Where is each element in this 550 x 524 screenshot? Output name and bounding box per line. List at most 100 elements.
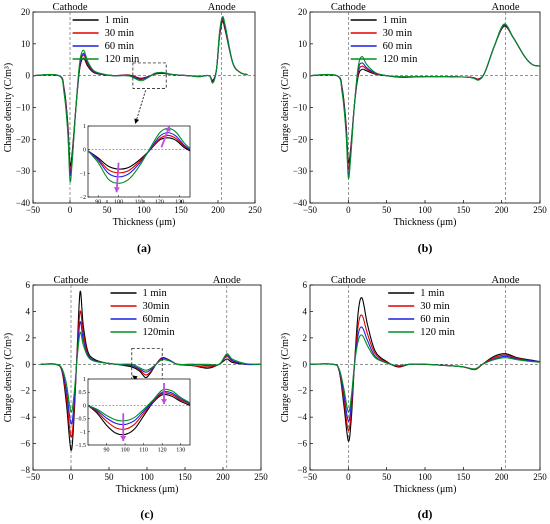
x-tick-label: 50: [105, 472, 115, 482]
legend-entry: 60 min: [383, 41, 413, 52]
x-tick-label: −50: [26, 205, 41, 215]
chart-panel-3: −50 0 50 100 150 200 250 −8 −6 −4 −2 0 2 4 6 Thickness …: [3, 275, 268, 521]
series-line-1min: [40, 290, 261, 451]
legend-entry: 120 min: [105, 54, 140, 65]
legend-entry: 1 min: [105, 15, 130, 26]
x-tick-label: 0: [69, 472, 74, 482]
y-tick-label: 20: [298, 7, 308, 17]
legend-entry: 60min: [143, 314, 171, 325]
y-tick-label: −6: [20, 439, 30, 449]
inset-y-tick-label: 0: [83, 148, 86, 154]
y-tick-label: −8: [20, 465, 30, 475]
x-tick-label: 200: [216, 472, 230, 482]
inset-x-tick-label: 100: [121, 448, 130, 454]
inset-x-tick-label: 110: [135, 200, 144, 206]
zoom-arrow-head: [134, 118, 140, 124]
x-tick-label: 0: [346, 205, 351, 215]
series-line-120min: [310, 334, 540, 413]
inset-series-line: [88, 127, 190, 184]
y-tick-label: −8: [297, 465, 307, 475]
anode-annotation: Anode: [208, 2, 236, 13]
x-tick-label: 150: [174, 205, 188, 215]
y-tick-label: 2: [26, 333, 31, 343]
y-tick-label: 0: [303, 71, 308, 81]
legend-entry: 1 min: [420, 288, 445, 299]
trend-arrow-up-head: [161, 399, 168, 405]
zoom-box: [132, 62, 167, 89]
inset-x-tick-label: 120: [158, 448, 167, 454]
y-tick-label: 10: [298, 39, 308, 49]
legend-entry: 30min: [143, 301, 171, 312]
cathode-annotation: Cathode: [54, 275, 89, 286]
trend-arrow-up-head: [165, 126, 171, 132]
series-line-120min: [310, 23, 540, 179]
chart-panel-1: −50 0 50 100 150 200 250−40−30−20−1001020Thick…: [3, 2, 262, 255]
trend-arrow-down-head: [120, 436, 127, 442]
inset-series-line: [88, 134, 190, 174]
y-tick-label: 20: [21, 7, 31, 17]
x-tick-label: −50: [303, 472, 318, 482]
y-tick-label: −2: [20, 386, 30, 396]
x-axis-label: Thickness (μm): [113, 217, 176, 228]
inset-y-tick-label: 0: [83, 403, 86, 409]
legend-entry: 120min: [143, 327, 176, 338]
inset-x-tick-label: 100: [114, 200, 123, 206]
inset-y-tick-label: −0.5: [75, 417, 86, 423]
y-tick-label: −40: [16, 198, 31, 208]
x-tick-label: 0: [68, 205, 73, 215]
y-tick-label: 4: [26, 306, 31, 316]
anode-annotation: Anode: [213, 275, 241, 286]
y-axis-label: Charge density (C/m³): [3, 333, 14, 422]
series-line-120min: [40, 331, 261, 413]
x-tick-label: 100: [418, 205, 432, 215]
y-tick-label: −10: [293, 103, 308, 113]
legend-entry: 120 min: [420, 327, 455, 338]
legend-entry: 30 min: [105, 28, 135, 39]
chart-panel-2: −50 0 50 100 150 200 250 −40 −30 −20 −10 0 10 20 Thick…: [280, 2, 547, 255]
inset-x-tick-label: 110: [139, 448, 148, 454]
x-tick-label: 50: [103, 205, 113, 215]
x-tick-label: 250: [533, 472, 547, 482]
x-tick-label: 100: [418, 472, 432, 482]
inset-x-tick-label: 120: [155, 200, 164, 206]
inset-chart: 90 100 110 120 130 −2 −1 0 1: [80, 62, 191, 206]
y-tick-label: 4: [303, 306, 308, 316]
series-line-60min: [40, 321, 261, 425]
cathode-annotation: Cathode: [331, 2, 366, 13]
x-tick-label: −50: [303, 205, 318, 215]
zoom-box: [131, 348, 163, 382]
inset-frame: [87, 378, 191, 446]
anode-annotation: Anode: [492, 275, 520, 286]
panel-label: (b): [418, 241, 433, 255]
inset-y-tick-label: −1.5: [75, 443, 86, 449]
x-tick-label: 250: [248, 205, 262, 215]
y-tick-label: −30: [16, 166, 31, 176]
x-tick-label: −50: [26, 472, 41, 482]
x-axis-label: Thickness (μm): [394, 484, 457, 495]
y-tick-label: 6: [303, 280, 308, 290]
series-line-120min: [33, 16, 248, 183]
x-tick-label: 100: [140, 472, 154, 482]
anode-annotation: Anode: [492, 2, 520, 13]
y-tick-label: 6: [26, 280, 31, 290]
x-tick-label: 100: [137, 205, 151, 215]
inset-y-tick-label: 0.5: [79, 390, 87, 396]
legend-entry: 1 min: [383, 15, 408, 26]
x-tick-label: 250: [533, 205, 547, 215]
legend-entry: 30 min: [420, 301, 450, 312]
inset-series-line: [88, 390, 190, 426]
cathode-annotation: Cathode: [53, 2, 88, 13]
y-tick-label: −10: [16, 103, 31, 113]
y-tick-label: 0: [303, 359, 308, 369]
x-tick-label: 150: [457, 205, 471, 215]
x-tick-label: 150: [457, 472, 471, 482]
y-tick-label: −40: [293, 198, 308, 208]
panel-label: (d): [418, 507, 433, 521]
x-tick-label: 200: [211, 205, 225, 215]
cathode-annotation: Cathode: [331, 275, 366, 286]
inset-series-line: [88, 392, 190, 430]
x-tick-label: 200: [495, 472, 509, 482]
legend-entry: 120 min: [383, 54, 418, 65]
x-tick-label: 50: [382, 205, 392, 215]
inset-y-tick-label: 1: [83, 377, 86, 383]
